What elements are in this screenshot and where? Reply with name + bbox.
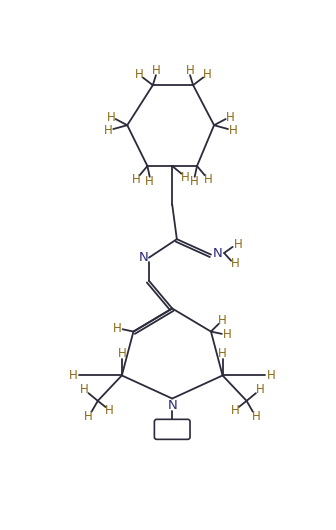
Text: H: H: [152, 64, 160, 77]
Text: H: H: [252, 410, 260, 423]
Text: H: H: [105, 404, 114, 417]
Text: H: H: [256, 383, 265, 396]
Text: H: H: [107, 111, 115, 124]
Text: H: H: [226, 111, 235, 124]
Text: H: H: [223, 328, 232, 341]
Text: Ans: Ans: [161, 423, 183, 436]
Text: H: H: [84, 410, 93, 423]
Text: N: N: [139, 251, 149, 264]
Text: H: H: [145, 175, 154, 188]
Text: H: H: [113, 322, 122, 335]
Text: H: H: [103, 124, 112, 137]
Text: H: H: [218, 314, 227, 326]
Text: H: H: [234, 238, 243, 251]
Text: H: H: [230, 404, 239, 417]
Text: H: H: [232, 257, 240, 270]
Text: H: H: [203, 68, 211, 81]
Text: H: H: [69, 369, 77, 382]
Text: H: H: [181, 171, 190, 184]
Text: H: H: [204, 173, 212, 187]
Text: H: H: [267, 369, 276, 382]
Text: N: N: [212, 246, 222, 260]
FancyBboxPatch shape: [154, 419, 190, 439]
Text: H: H: [190, 175, 199, 188]
Text: H: H: [229, 124, 238, 137]
Text: H: H: [132, 173, 141, 187]
Text: H: H: [218, 347, 227, 360]
Text: H: H: [80, 383, 88, 396]
Text: H: H: [186, 64, 195, 77]
Text: N: N: [167, 399, 177, 412]
Text: H: H: [118, 347, 126, 360]
Text: H: H: [134, 68, 143, 81]
